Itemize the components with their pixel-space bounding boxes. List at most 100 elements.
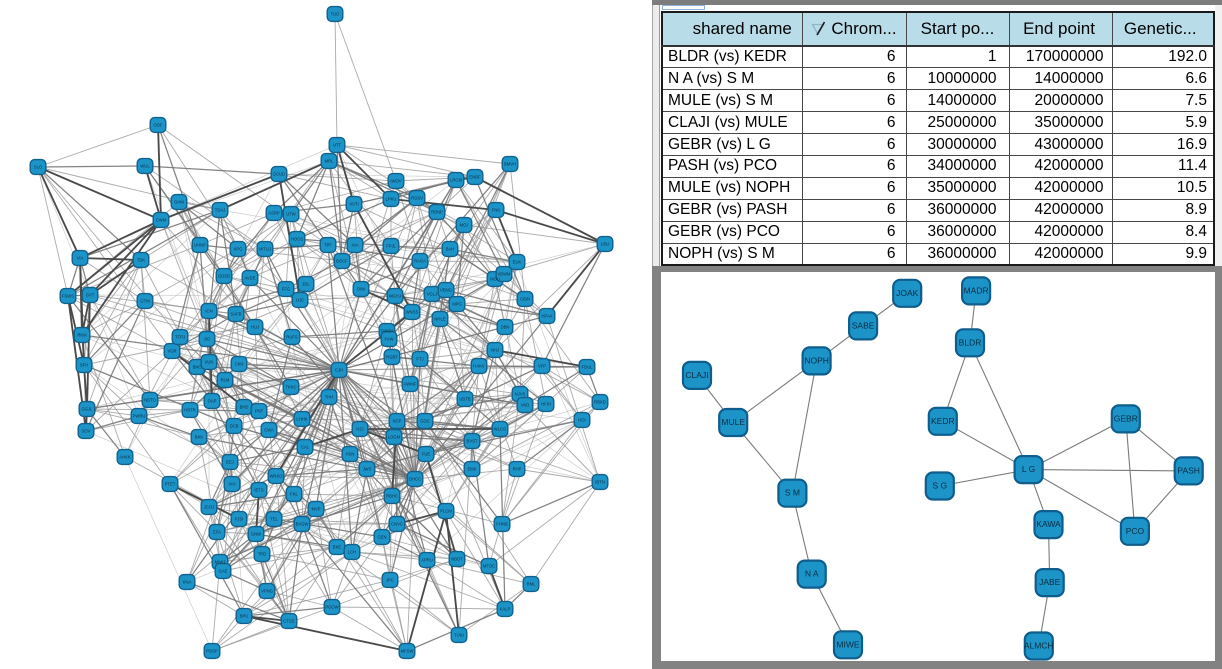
svg-text:ENBF: ENBF xyxy=(469,175,481,180)
svg-text:WUL: WUL xyxy=(140,164,150,169)
svg-text:BOCF: BOCF xyxy=(336,259,348,264)
svg-text:USU: USU xyxy=(601,242,610,247)
svg-text:CBIN: CBIN xyxy=(520,297,530,302)
svg-text:CAL: CAL xyxy=(301,445,310,450)
svg-text:CNVC: CNVC xyxy=(391,522,403,527)
svg-text:RUFS: RUFS xyxy=(286,335,298,340)
svg-text:HJJ: HJJ xyxy=(356,427,363,432)
svg-text:EEJ: EEJ xyxy=(226,460,234,465)
svg-text:VEMG: VEMG xyxy=(440,288,452,293)
svg-text:VGR: VGR xyxy=(167,349,176,354)
svg-text:EFA: EFA xyxy=(213,530,221,535)
svg-text:OAP: OAP xyxy=(208,399,217,404)
svg-text:LHHK: LHHK xyxy=(296,417,307,422)
svg-text:CJH: CJH xyxy=(335,368,343,373)
svg-text:TDAJ: TDAJ xyxy=(215,208,225,213)
svg-text:VIA: VIA xyxy=(77,256,84,261)
svg-text:GEBR: GEBR xyxy=(1113,413,1137,423)
svg-text:CWA: CWA xyxy=(264,428,274,433)
svg-text:THH: THH xyxy=(325,395,334,400)
svg-text:PGOW: PGOW xyxy=(325,605,338,610)
svg-text:BAH: BAH xyxy=(446,247,455,252)
svg-text:VGLJ: VGLJ xyxy=(427,292,437,297)
svg-text:JIO: JIO xyxy=(204,337,211,342)
svg-text:IETS: IETS xyxy=(254,488,264,493)
svg-text:UJC: UJC xyxy=(296,298,304,303)
svg-text:FHNB: FHNB xyxy=(496,522,508,527)
svg-text:OOF: OOF xyxy=(153,123,163,128)
svg-text:DIM: DIM xyxy=(357,287,365,292)
svg-text:IAH: IAH xyxy=(229,482,236,487)
svg-text:BHD: BHD xyxy=(240,405,249,410)
svg-text:FPJL: FPJL xyxy=(386,244,396,249)
svg-text:GDSD: GDSD xyxy=(218,274,230,279)
svg-text:JOAK: JOAK xyxy=(896,287,919,297)
svg-text:FKL: FKL xyxy=(290,492,298,497)
svg-text:HBTR: HBTR xyxy=(184,408,195,413)
svg-text:IWOV: IWOV xyxy=(390,179,401,184)
svg-text:TEL: TEL xyxy=(270,517,278,522)
svg-text:GVT: GVT xyxy=(86,293,95,298)
svg-text:RBKD: RBKD xyxy=(594,400,606,405)
svg-text:VUN: VUN xyxy=(205,360,214,365)
svg-text:UHNP: UHNP xyxy=(194,243,206,248)
svg-text:KEDR: KEDR xyxy=(930,415,954,425)
svg-text:PWRU: PWRU xyxy=(133,414,146,419)
svg-text:PCO: PCO xyxy=(1125,525,1144,535)
svg-text:NBOT: NBOT xyxy=(451,557,463,562)
svg-text:RKM: RKM xyxy=(77,333,87,338)
svg-text:LRCM: LRCM xyxy=(450,178,462,183)
svg-text:BLDR: BLDR xyxy=(958,337,981,347)
svg-text:TPD: TPD xyxy=(258,552,266,557)
svg-text:MOJ: MOJ xyxy=(460,223,469,228)
svg-text:GTM: GTM xyxy=(140,299,150,304)
svg-text:HOI: HOI xyxy=(578,418,585,423)
svg-text:WNSS: WNSS xyxy=(406,310,419,315)
svg-text:RBNP: RBNP xyxy=(431,210,443,215)
svg-text:AHKK: AHKK xyxy=(119,455,131,460)
svg-text:EMK: EMK xyxy=(467,467,476,472)
svg-text:L G: L G xyxy=(1021,464,1034,474)
svg-text:HAKV: HAKV xyxy=(473,364,485,369)
svg-text:FFG: FFG xyxy=(282,287,290,292)
svg-text:SOV: SOV xyxy=(82,429,91,434)
svg-text:GHM: GHM xyxy=(174,200,184,205)
svg-text:SABE: SABE xyxy=(851,320,874,330)
svg-text:HSN: HSN xyxy=(346,452,355,457)
svg-text:VVTI: VVTI xyxy=(349,202,358,207)
svg-text:WNSO: WNSO xyxy=(269,474,283,479)
svg-text:SFH: SFH xyxy=(80,363,88,368)
svg-text:HOOS: HOOS xyxy=(291,237,304,242)
svg-text:BMVH: BMVH xyxy=(504,162,516,167)
svg-text:KPG: KPG xyxy=(234,247,243,252)
svg-text:BPU: BPU xyxy=(240,614,249,619)
svg-text:FWOH: FWOH xyxy=(381,329,394,334)
svg-text:MPG: MPG xyxy=(452,302,462,307)
svg-text:NJVS: NJVS xyxy=(515,392,526,397)
svg-text:LCH: LCH xyxy=(348,550,356,555)
svg-text:CKN: CKN xyxy=(235,362,244,367)
svg-text:FTJ: FTJ xyxy=(416,357,423,362)
svg-text:DHCC: DHCC xyxy=(409,477,421,482)
svg-text:AWMF: AWMF xyxy=(404,382,417,387)
svg-text:RLM: RLM xyxy=(221,378,230,383)
svg-text:CWM: CWM xyxy=(156,218,167,223)
svg-text:GOC: GOC xyxy=(420,419,430,424)
svg-text:RGBT: RGBT xyxy=(386,355,398,360)
svg-text:SLO: SLO xyxy=(34,165,43,170)
svg-text:ALMCH: ALMCH xyxy=(1023,640,1053,650)
svg-text:HFAA: HFAA xyxy=(542,314,553,319)
svg-text:BVST: BVST xyxy=(467,439,478,444)
svg-text:GEN: GEN xyxy=(377,535,386,540)
svg-text:FSWS: FSWS xyxy=(62,294,74,299)
svg-text:EUK: EUK xyxy=(513,260,522,265)
svg-text:S G: S G xyxy=(932,480,947,490)
svg-text:VBWM: VBWM xyxy=(497,272,511,277)
svg-text:PTET: PTET xyxy=(165,482,176,487)
svg-text:FJSI: FJSI xyxy=(235,517,244,522)
svg-text:MGHJ: MGHJ xyxy=(389,294,401,299)
svg-text:PNT: PNT xyxy=(255,409,264,414)
svg-text:TFPJ: TFPJ xyxy=(175,335,185,340)
svg-text:JWS: JWS xyxy=(363,467,372,472)
svg-text:UBTB: UBTB xyxy=(459,397,470,402)
